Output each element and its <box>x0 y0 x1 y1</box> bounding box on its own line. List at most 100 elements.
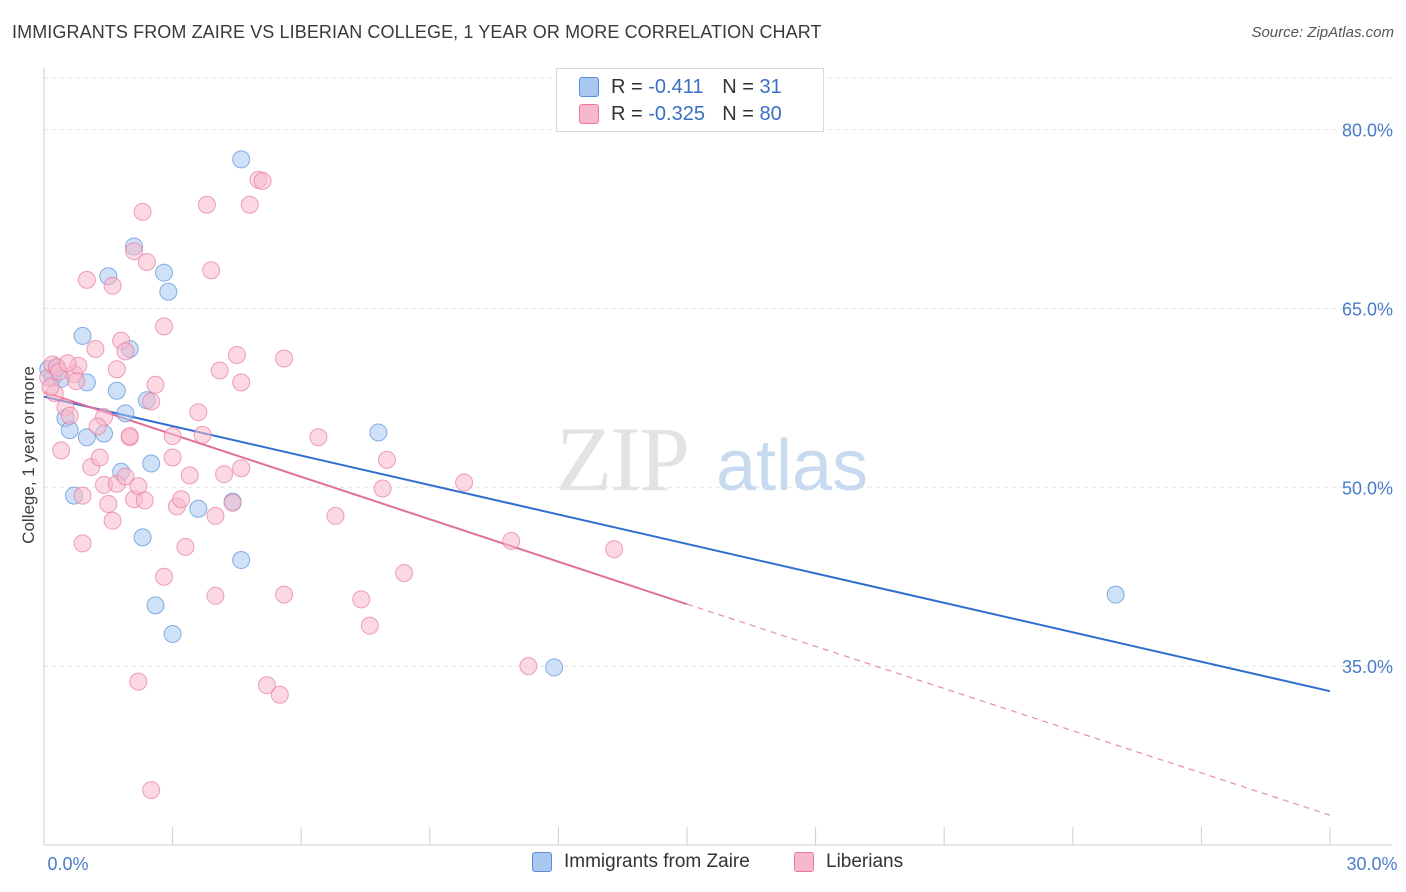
legend-swatch-liberians <box>579 104 599 124</box>
point-liberians <box>210 361 229 380</box>
point-zaire <box>1106 585 1125 604</box>
bottom-legend-liberians: Liberians <box>794 851 903 873</box>
point-liberians <box>73 534 92 553</box>
axes <box>43 68 1392 846</box>
point-liberians <box>172 490 191 509</box>
point-liberians <box>103 511 122 530</box>
source-label: Source: ZipAtlas.com <box>1251 24 1394 41</box>
point-liberians <box>60 406 79 425</box>
point-zaire <box>545 658 564 677</box>
y-tick-labels: 35.0% 50.0% 65.0% 80.0% <box>1342 121 1393 678</box>
bottom-legend-swatch-zaire <box>532 852 552 872</box>
point-liberians <box>99 495 118 513</box>
point-zaire <box>146 596 165 615</box>
watermark: ZIP atlas <box>556 408 868 510</box>
legend-r-label: R = <box>611 75 643 98</box>
point-liberians <box>135 491 154 510</box>
y-tick-label: 50.0% <box>1342 478 1393 498</box>
point-liberians <box>107 360 126 379</box>
point-liberians <box>116 467 135 486</box>
bottom-legend-swatch-liberians <box>794 852 814 872</box>
point-liberians <box>257 676 276 695</box>
point-liberians <box>176 537 195 556</box>
point-liberians <box>360 616 379 635</box>
point-liberians <box>180 466 199 485</box>
point-liberians <box>309 428 328 447</box>
y-tick-label: 80.0% <box>1342 121 1393 141</box>
point-zaire <box>163 624 182 643</box>
data-points <box>39 150 1125 800</box>
point-liberians <box>163 427 182 446</box>
point-liberians <box>215 465 234 484</box>
point-liberians <box>202 261 221 280</box>
x-tick-label-min: 0.0% <box>47 854 88 874</box>
point-liberians <box>232 373 251 392</box>
point-liberians <box>142 392 161 411</box>
watermark-zip: ZIP <box>556 408 688 510</box>
trend-line-liberians <box>43 390 688 606</box>
point-liberians <box>395 564 414 583</box>
point-liberians <box>155 567 174 586</box>
trend-lines <box>43 390 1331 816</box>
point-liberians <box>103 276 122 295</box>
y-axis-label: College, 1 year or more <box>19 366 38 544</box>
point-zaire <box>73 326 92 345</box>
point-zaire <box>189 499 208 518</box>
point-liberians <box>67 372 86 391</box>
legend-r-value-liberians: -0.325 <box>648 102 705 125</box>
point-zaire <box>232 150 251 169</box>
point-zaire <box>232 551 251 570</box>
point-zaire <box>133 528 152 547</box>
point-liberians <box>125 242 144 261</box>
point-liberians <box>88 417 107 436</box>
point-liberians <box>275 585 294 604</box>
point-liberians <box>52 441 71 460</box>
point-liberians <box>605 540 624 559</box>
y-tick-label: 65.0% <box>1342 299 1393 319</box>
trend-line-liberians-extrapolated <box>686 603 1331 816</box>
point-liberians <box>227 345 246 364</box>
point-liberians <box>146 375 165 394</box>
point-liberians <box>120 427 139 446</box>
point-liberians <box>189 403 208 422</box>
chart-title: IMMIGRANTS FROM ZAIRE VS LIBERIAN COLLEG… <box>12 22 822 42</box>
point-zaire <box>155 263 174 282</box>
trend-line-zaire <box>43 395 1331 693</box>
bottom-legend-label-liberians: Liberians <box>826 851 904 872</box>
legend-n-value-zaire: 31 <box>759 75 782 98</box>
point-liberians <box>129 672 148 691</box>
legend-n-label: N = <box>722 102 754 125</box>
point-liberians <box>137 252 156 271</box>
point-liberians <box>133 202 152 221</box>
point-zaire <box>142 454 161 473</box>
bottom-legend-label-zaire: Immigrants from Zaire <box>564 851 750 872</box>
point-zaire <box>369 423 388 442</box>
point-liberians <box>58 354 77 373</box>
point-liberians <box>253 171 272 190</box>
point-liberians <box>352 590 371 609</box>
point-liberians <box>455 473 474 492</box>
x-tick-label-max: 30.0% <box>1346 854 1397 874</box>
point-liberians <box>240 195 259 214</box>
point-liberians <box>197 195 216 214</box>
point-liberians <box>116 342 135 361</box>
bottom-legend-zaire: Immigrants from Zaire <box>532 851 750 873</box>
point-liberians <box>519 657 538 676</box>
legend-r-value-zaire: -0.411 <box>648 75 704 98</box>
legend-n-label: N = <box>722 75 754 98</box>
point-liberians <box>206 506 225 525</box>
point-liberians <box>373 479 392 498</box>
point-liberians <box>86 340 105 358</box>
point-zaire <box>116 404 135 423</box>
x-tick-labels: 0.0% 30.0% <box>47 854 1397 874</box>
point-liberians <box>377 450 396 469</box>
point-liberians <box>41 378 60 397</box>
point-liberians <box>90 448 109 467</box>
point-zaire <box>159 282 178 301</box>
point-liberians <box>223 493 242 512</box>
point-liberians <box>155 317 174 336</box>
point-liberians <box>77 270 96 289</box>
y-tick-label: 35.0% <box>1342 657 1393 677</box>
point-liberians <box>275 349 294 368</box>
